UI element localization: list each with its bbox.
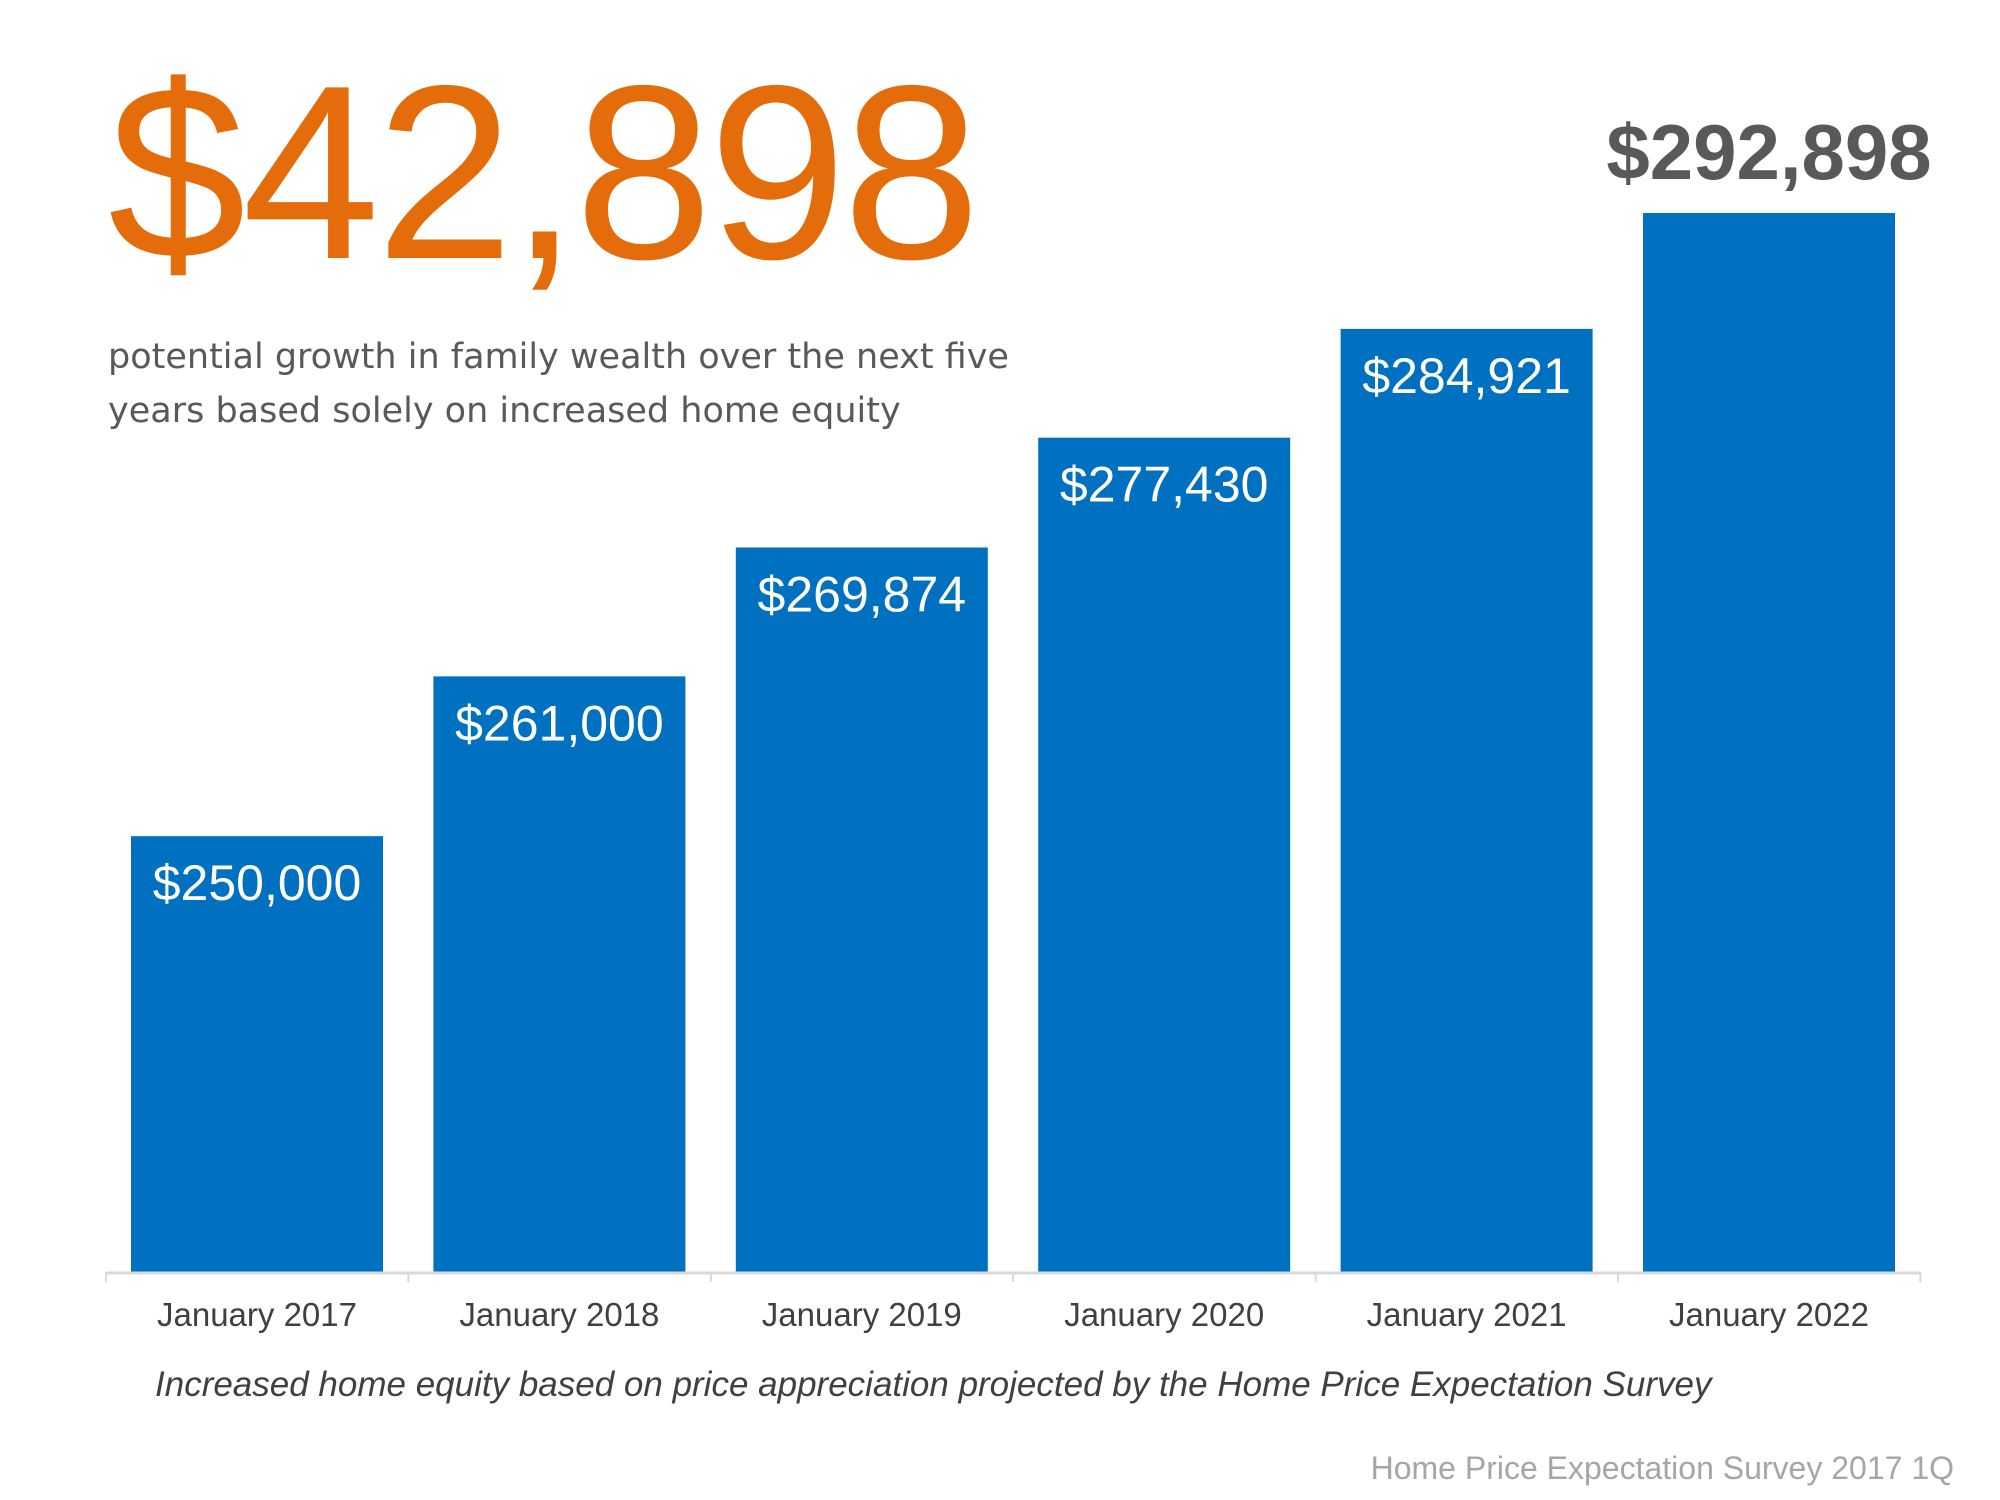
footnote: Increased home equity based on price app… (155, 1365, 1712, 1404)
source-note: Home Price Expectation Survey 2017 1Q (1370, 1450, 1954, 1486)
data-label: $250,000 (153, 855, 362, 911)
headline-value: $42,898 (108, 33, 980, 311)
x-tick-label: January 2021 (1367, 1296, 1567, 1333)
bar (131, 836, 383, 1272)
bar (1038, 437, 1291, 1272)
bar (1340, 328, 1593, 1272)
data-label: $284,921 (1362, 348, 1571, 404)
x-tick-label: January 2018 (459, 1296, 659, 1333)
data-label: $261,000 (455, 695, 664, 751)
subtitle: potential growth in family wealth over t… (108, 337, 1009, 431)
x-tick-label: January 2020 (1064, 1296, 1264, 1333)
x-tick-label: January 2019 (762, 1296, 962, 1333)
bar (1643, 213, 1895, 1272)
data-label: $292,898 (1606, 108, 1931, 196)
x-tick-label: January 2017 (157, 1296, 357, 1333)
x-tick-label: January 2022 (1669, 1296, 1869, 1333)
data-label: $277,430 (1060, 457, 1269, 513)
data-label: $269,874 (758, 566, 967, 622)
bar (433, 676, 686, 1272)
bar (735, 547, 988, 1272)
